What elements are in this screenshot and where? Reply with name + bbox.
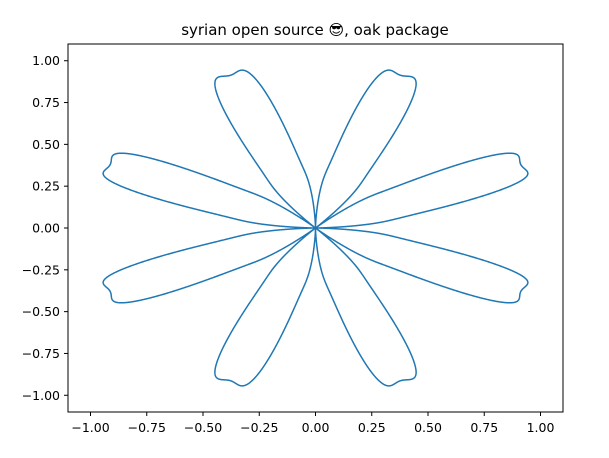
x-axis-ticks: −1.00 −0.75 −0.50 −0.25 0.00 0.25 0.50 0.75 1.00 (71, 412, 554, 435)
x-tick-label: 0.00 (302, 420, 330, 435)
x-tick-label: 0.25 (358, 420, 386, 435)
plot-area (67, 43, 564, 413)
y-tick-label: −1.00 (22, 388, 60, 403)
y-axis-ticks: −1.00 −0.75 −0.50 −0.25 0.00 0.25 0.50 0.75 1.00 (22, 53, 68, 403)
y-tick-label: 0.75 (32, 95, 60, 110)
chart-title: syrian open source 😎, oak package (181, 21, 449, 39)
series-line (102, 69, 529, 387)
x-tick-label: −0.50 (184, 420, 222, 435)
x-tick-label: −0.75 (128, 420, 166, 435)
x-tick-label: 0.50 (414, 420, 442, 435)
x-tick-label: 0.75 (470, 420, 498, 435)
y-tick-label: −0.75 (22, 346, 60, 361)
y-tick-label: 0.50 (32, 137, 60, 152)
y-tick-label: −0.25 (22, 262, 60, 277)
y-tick-label: 0.00 (32, 221, 60, 236)
y-tick-label: 0.25 (32, 179, 60, 194)
curve-layer (102, 69, 529, 387)
y-tick-label: 1.00 (32, 53, 60, 68)
x-tick-label: −1.00 (71, 420, 109, 435)
x-tick-label: 1.00 (527, 420, 555, 435)
x-tick-label: −0.25 (240, 420, 278, 435)
y-tick-label: −0.50 (22, 304, 60, 319)
